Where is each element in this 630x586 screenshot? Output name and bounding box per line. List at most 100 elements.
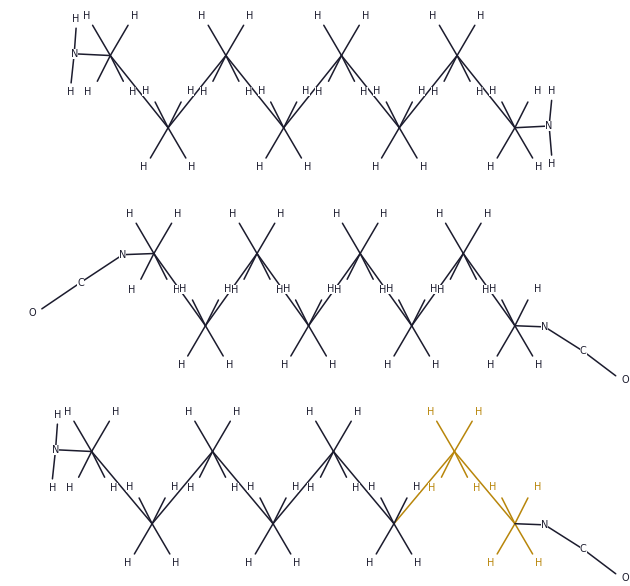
Text: N: N (546, 121, 553, 131)
Text: H: H (198, 11, 205, 21)
Text: H: H (473, 483, 481, 493)
Text: H: H (258, 86, 265, 96)
Text: H: H (386, 284, 393, 294)
Text: H: H (352, 483, 360, 493)
Text: C: C (580, 346, 587, 356)
Text: H: H (384, 360, 391, 370)
Text: H: H (281, 360, 289, 370)
Text: H: H (329, 360, 336, 370)
Text: H: H (379, 285, 386, 295)
Text: H: H (130, 11, 138, 21)
Text: H: H (535, 558, 542, 568)
Text: H: H (67, 87, 75, 97)
Text: H: H (49, 483, 56, 493)
Text: H: H (173, 285, 180, 295)
Text: H: H (487, 558, 495, 568)
Text: H: H (487, 162, 495, 172)
Text: O: O (621, 574, 629, 584)
Text: C: C (580, 544, 587, 554)
Text: H: H (112, 407, 119, 417)
Text: H: H (415, 558, 421, 568)
Text: H: H (420, 162, 427, 172)
Text: H: H (171, 482, 178, 492)
Text: H: H (174, 209, 181, 219)
Text: H: H (373, 86, 381, 96)
Text: H: H (314, 11, 321, 21)
Text: O: O (621, 376, 629, 386)
Text: H: H (430, 11, 437, 21)
Text: H: H (292, 482, 299, 492)
Text: H: H (548, 159, 555, 169)
Text: H: H (256, 162, 263, 172)
Text: H: H (185, 407, 192, 417)
Text: N: N (71, 49, 78, 59)
Text: H: H (489, 86, 496, 96)
Text: H: H (231, 285, 238, 295)
Text: H: H (478, 11, 484, 21)
Text: H: H (125, 558, 132, 568)
Text: H: H (316, 87, 323, 97)
Text: H: H (307, 483, 315, 493)
Text: H: H (186, 86, 194, 96)
Text: H: H (548, 86, 555, 96)
Text: H: H (372, 162, 379, 172)
Text: H: H (283, 284, 290, 294)
Text: H: H (535, 162, 542, 172)
Text: H: H (437, 285, 445, 295)
Text: H: H (427, 407, 434, 417)
Text: H: H (247, 482, 255, 492)
Text: H: H (327, 284, 335, 294)
Text: H: H (334, 285, 341, 295)
Text: H: H (128, 285, 135, 295)
Text: H: H (186, 483, 194, 493)
Text: N: N (541, 322, 549, 332)
Text: H: H (534, 482, 541, 492)
Text: H: H (66, 483, 73, 493)
Text: H: H (246, 558, 253, 568)
Text: H: H (381, 209, 388, 219)
Text: H: H (432, 360, 439, 370)
Text: H: H (302, 86, 310, 96)
Text: H: H (482, 285, 490, 295)
Text: H: H (535, 360, 542, 370)
Text: H: H (418, 86, 425, 96)
Text: H: H (229, 209, 237, 219)
Text: H: H (362, 11, 369, 21)
Text: H: H (413, 482, 420, 492)
Text: H: H (475, 407, 482, 417)
Text: N: N (541, 520, 549, 530)
Text: H: H (173, 558, 180, 568)
Text: H: H (200, 87, 207, 97)
Text: H: H (54, 410, 61, 420)
Text: H: H (224, 284, 231, 294)
Text: H: H (110, 483, 118, 493)
Text: H: H (178, 360, 185, 370)
Text: H: H (226, 360, 233, 370)
Text: H: H (534, 86, 541, 96)
Text: H: H (140, 162, 148, 172)
Text: H: H (489, 284, 496, 294)
Text: H: H (126, 209, 134, 219)
Text: H: H (72, 14, 80, 24)
Text: H: H (304, 162, 311, 172)
Text: N: N (52, 445, 59, 455)
Text: H: H (489, 482, 496, 492)
Text: H: H (126, 482, 134, 492)
Text: H: H (431, 87, 438, 97)
Text: H: H (244, 87, 252, 97)
Text: H: H (180, 284, 187, 294)
Text: H: H (333, 209, 340, 219)
Text: H: H (428, 483, 436, 493)
Text: H: H (366, 558, 374, 568)
Text: H: H (534, 284, 541, 294)
Text: H: H (476, 87, 483, 97)
Text: N: N (119, 250, 127, 260)
Text: H: H (430, 284, 438, 294)
Text: H: H (360, 87, 367, 97)
Text: H: H (188, 162, 196, 172)
Text: C: C (77, 278, 84, 288)
Text: H: H (306, 407, 313, 417)
Text: H: H (142, 86, 149, 96)
Text: H: H (487, 360, 495, 370)
Text: H: H (64, 407, 71, 417)
